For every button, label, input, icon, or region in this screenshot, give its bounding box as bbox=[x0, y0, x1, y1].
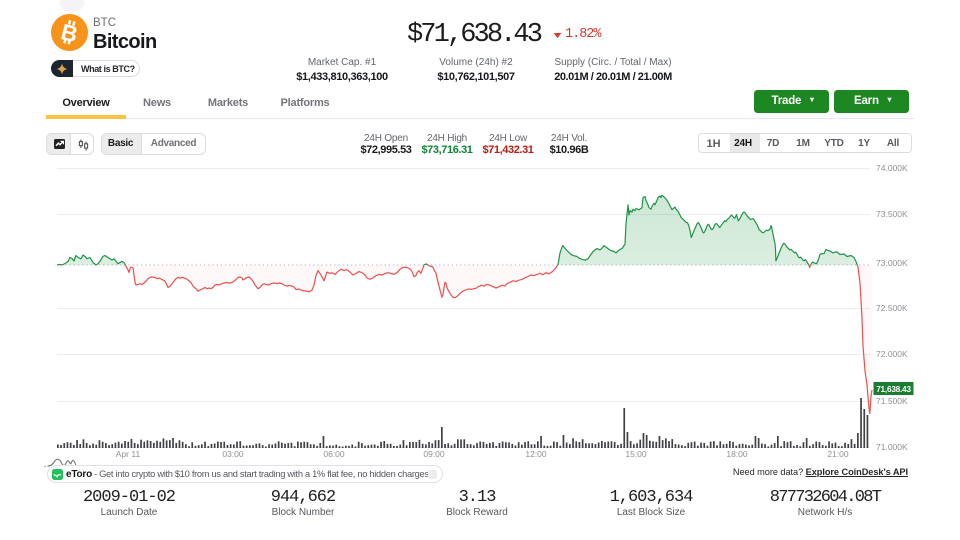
svg-text:Apr 11: Apr 11 bbox=[116, 449, 141, 459]
svg-text:03:00: 03:00 bbox=[222, 449, 244, 459]
svg-text:12:00: 12:00 bbox=[525, 449, 547, 459]
svg-text:71,638.43: 71,638.43 bbox=[876, 385, 911, 394]
svg-text:B: B bbox=[58, 19, 80, 47]
svg-text:72.000K: 72.000K bbox=[876, 349, 908, 359]
svg-text:18:00: 18:00 bbox=[726, 449, 748, 459]
svg-text:72.500K: 72.500K bbox=[876, 303, 908, 313]
svg-text:09:00: 09:00 bbox=[423, 449, 445, 459]
svg-text:71.000K: 71.000K bbox=[876, 442, 908, 452]
svg-text:15:00: 15:00 bbox=[625, 449, 647, 459]
svg-text:73.000K: 73.000K bbox=[876, 258, 908, 268]
svg-text:74.000K: 74.000K bbox=[876, 163, 908, 173]
svg-text:21:00: 21:00 bbox=[827, 449, 849, 459]
svg-text:06:00: 06:00 bbox=[323, 449, 345, 459]
svg-text:73.500K: 73.500K bbox=[876, 209, 908, 219]
svg-text:71.500K: 71.500K bbox=[876, 396, 908, 406]
